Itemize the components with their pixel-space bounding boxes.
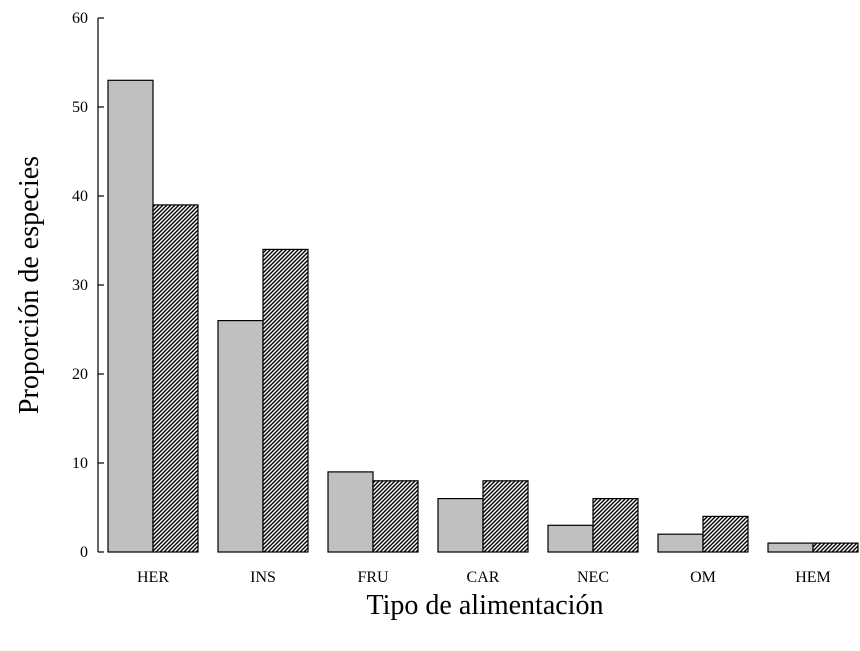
x-tick-label: INS xyxy=(250,569,276,586)
bar-her-series-2 xyxy=(152,204,199,553)
y-tick-label: 60 xyxy=(72,10,88,27)
bar-ins-series-2 xyxy=(262,248,309,553)
bar-nec-series-2 xyxy=(592,498,639,553)
y-tick-label: 10 xyxy=(72,455,88,472)
bars-group xyxy=(107,79,859,553)
bar-hem-series-1 xyxy=(767,542,814,553)
x-tick-label: HEM xyxy=(795,569,831,586)
y-tick-label: 30 xyxy=(72,277,88,294)
y-tick-label: 20 xyxy=(72,366,88,383)
bar-car-series-1 xyxy=(437,498,484,553)
bar-fru-series-2 xyxy=(372,480,419,553)
x-tick-label: NEC xyxy=(577,569,609,586)
y-axis-title: Proporción de especies xyxy=(14,156,45,414)
x-tick-label: HER xyxy=(137,569,169,586)
x-axis-title: Tipo de alimentación xyxy=(367,590,604,621)
x-tick-label: OM xyxy=(690,569,716,586)
bar-her-series-1 xyxy=(107,79,154,553)
axes-group: HER INS FRU CAR NEC OM HEM 0 10 20 30 40 50 60 xyxy=(72,10,831,586)
bar-om-series-2 xyxy=(702,515,749,553)
x-tick-label: FRU xyxy=(357,569,389,586)
x-tick-label: CAR xyxy=(467,569,500,586)
bar-ins-series-1 xyxy=(217,320,264,553)
bar-hem-series-2 xyxy=(812,542,859,553)
y-tick-label: 50 xyxy=(72,99,88,116)
bar-nec-series-1 xyxy=(547,524,594,553)
bar-om-series-1 xyxy=(657,533,704,553)
bar-car-series-2 xyxy=(482,480,529,553)
y-tick-label: 40 xyxy=(72,188,88,205)
bar-fru-series-1 xyxy=(327,471,374,553)
y-tick-label: 0 xyxy=(80,544,88,561)
